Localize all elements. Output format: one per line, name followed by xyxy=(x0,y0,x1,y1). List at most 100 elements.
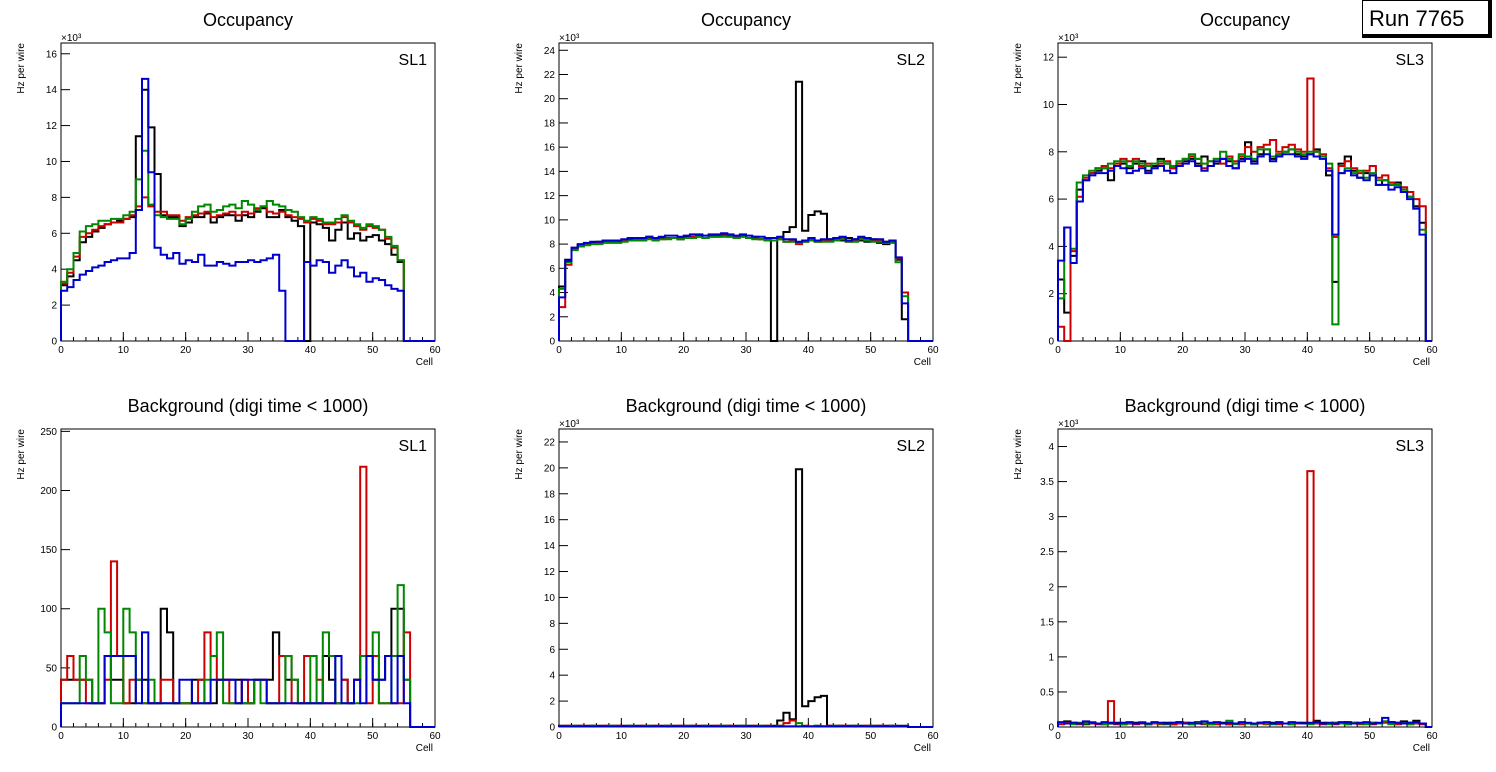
x-tick-label: 10 xyxy=(118,731,130,742)
chart-title: Background (digi time < 1000) xyxy=(1125,396,1366,416)
x-tick-label: 40 xyxy=(1302,345,1314,356)
y-tick-label: 8 xyxy=(549,619,555,630)
y-tick-label: 2 xyxy=(549,312,555,323)
series-black-line xyxy=(558,468,933,728)
series-red-line xyxy=(1057,470,1432,728)
y-tick-label: 10 xyxy=(544,215,556,226)
x-tick-label: 50 xyxy=(367,731,379,742)
x-tick-label: 30 xyxy=(242,731,254,742)
x-tick-label: 30 xyxy=(1239,731,1251,742)
chart-panel-6: Background (digi time < 1000) SL3 ×10³ Hz p… xyxy=(1013,396,1438,754)
x-tick-label: 30 xyxy=(1239,345,1251,356)
series-red-line xyxy=(60,196,435,342)
x-axis-label: Cell xyxy=(914,743,931,754)
x-tick-label: 10 xyxy=(1115,345,1127,356)
superlayer-label: SL3 xyxy=(1396,438,1425,455)
x-tick-label: 30 xyxy=(740,345,752,356)
y-tick-label: 10 xyxy=(1043,100,1055,111)
x-tick-label: 30 xyxy=(740,731,752,742)
y-exponent: ×10³ xyxy=(559,33,580,44)
y-tick-label: 0 xyxy=(51,723,57,734)
y-tick-label: 12 xyxy=(544,567,556,578)
y-tick-label: 20 xyxy=(544,94,556,105)
y-tick-label: 0 xyxy=(1048,723,1054,734)
chart-panel-5: Background (digi time < 1000) SL2 ×10³ Hz p… xyxy=(514,396,939,754)
x-axis-label: Cell xyxy=(914,357,931,368)
y-tick-label: 16 xyxy=(46,49,58,60)
x-tick-label: 0 xyxy=(556,345,562,356)
x-tick-label: 20 xyxy=(678,731,690,742)
y-axis-label: Hz per wire xyxy=(1013,429,1024,480)
y-tick-label: 200 xyxy=(40,486,57,497)
chart-title: Background (digi time < 1000) xyxy=(626,396,867,416)
series-blue-line xyxy=(558,725,933,728)
x-tick-label: 40 xyxy=(803,345,815,356)
x-tick-label: 10 xyxy=(118,345,130,356)
y-axis-label: Hz per wire xyxy=(514,43,525,94)
y-tick-label: 100 xyxy=(40,604,57,615)
x-tick-label: 0 xyxy=(58,345,64,356)
y-tick-label: 4 xyxy=(1048,242,1054,253)
y-tick-label: 1 xyxy=(1048,652,1054,663)
x-tick-label: 60 xyxy=(1426,345,1438,356)
series-blue-line xyxy=(1057,716,1432,728)
x-tick-label: 20 xyxy=(180,731,192,742)
x-tick-label: 0 xyxy=(1055,345,1061,356)
plot-frame xyxy=(1057,428,1433,728)
series-black-line xyxy=(558,80,933,342)
superlayer-label: SL2 xyxy=(897,52,926,69)
y-tick-label: 4 xyxy=(1048,442,1054,453)
y-tick-label: 3 xyxy=(1048,512,1054,523)
x-tick-label: 40 xyxy=(1302,731,1314,742)
y-tick-label: 2 xyxy=(51,301,57,312)
y-exponent: ×10³ xyxy=(61,33,82,44)
y-tick-label: 16 xyxy=(544,515,556,526)
x-tick-label: 60 xyxy=(927,731,939,742)
series-green-line xyxy=(558,235,933,342)
y-tick-label: 12 xyxy=(544,191,556,202)
x-tick-label: 50 xyxy=(1364,345,1376,356)
y-tick-label: 6 xyxy=(549,264,555,275)
y-tick-label: 2 xyxy=(549,697,555,708)
series-green-line xyxy=(60,584,435,728)
y-exponent: ×10³ xyxy=(1058,419,1079,430)
x-tick-label: 50 xyxy=(865,731,877,742)
chart-title: Occupancy xyxy=(701,10,791,30)
y-tick-label: 14 xyxy=(544,167,556,178)
y-tick-label: 2.5 xyxy=(1040,547,1054,558)
x-tick-label: 0 xyxy=(1055,731,1061,742)
superlayer-label: SL2 xyxy=(897,438,926,455)
x-tick-label: 40 xyxy=(305,731,317,742)
y-exponent: ×10³ xyxy=(559,419,580,430)
x-tick-label: 50 xyxy=(1364,731,1376,742)
x-tick-label: 0 xyxy=(556,731,562,742)
series-red-line xyxy=(558,234,933,342)
y-tick-label: 6 xyxy=(549,645,555,656)
chart-title: Occupancy xyxy=(1200,10,1290,30)
y-tick-label: 1.5 xyxy=(1040,617,1054,628)
x-tick-label: 0 xyxy=(58,731,64,742)
y-axis-label: Hz per wire xyxy=(16,429,27,480)
y-tick-label: 22 xyxy=(544,437,556,448)
y-tick-label: 18 xyxy=(544,118,556,129)
run-label-box: Run 7765 xyxy=(1362,0,1492,38)
x-tick-label: 60 xyxy=(429,731,441,742)
x-axis-label: Cell xyxy=(1413,357,1430,368)
y-tick-label: 0 xyxy=(51,337,57,348)
y-tick-label: 2 xyxy=(1048,289,1054,300)
y-tick-label: 22 xyxy=(544,70,556,81)
chart-title: Occupancy xyxy=(203,10,293,30)
x-tick-label: 60 xyxy=(927,345,939,356)
x-tick-label: 40 xyxy=(803,731,815,742)
y-axis-label: Hz per wire xyxy=(514,429,525,480)
y-tick-label: 0 xyxy=(549,337,555,348)
series-blue-line xyxy=(1057,153,1432,342)
x-tick-label: 10 xyxy=(616,345,628,356)
x-tick-label: 20 xyxy=(678,345,690,356)
x-tick-label: 50 xyxy=(367,345,379,356)
x-tick-label: 20 xyxy=(1177,731,1189,742)
y-tick-label: 0 xyxy=(1048,337,1054,348)
